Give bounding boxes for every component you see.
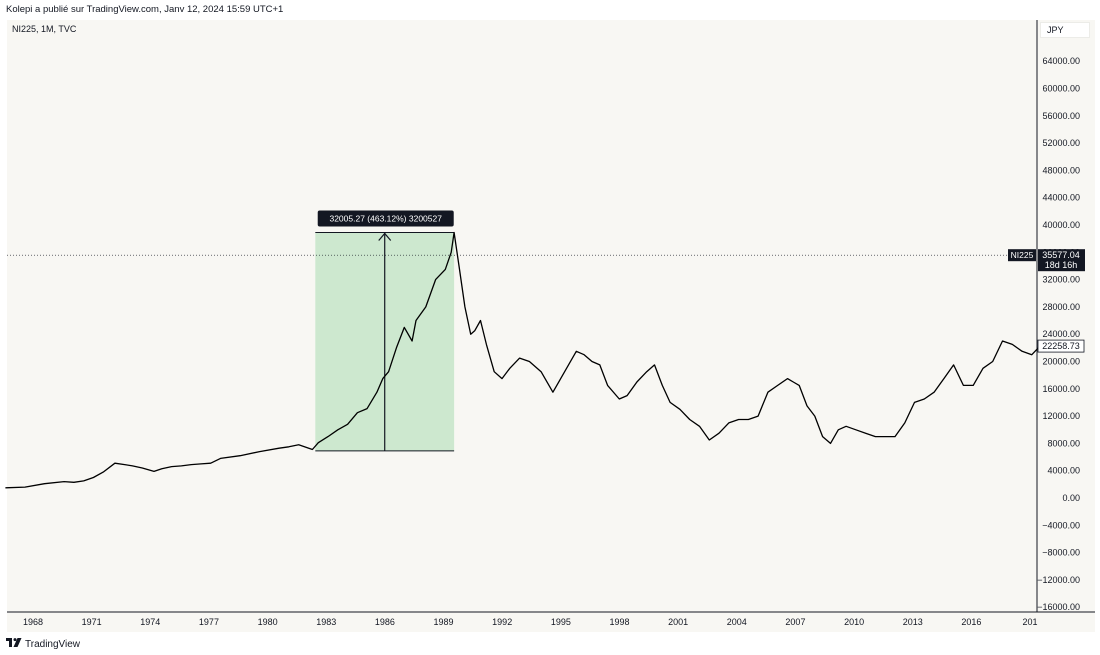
x-tick-label: 1995 <box>551 617 571 627</box>
x-tick-label: 2001 <box>668 617 688 627</box>
y-tick-label: 24000.00 <box>1042 329 1080 339</box>
y-tick-label: 20000.00 <box>1042 357 1080 367</box>
x-tick-label: 1986 <box>375 617 395 627</box>
y-tick-label: 48000.00 <box>1042 165 1080 175</box>
x-tick-label: 201 <box>1023 617 1038 627</box>
y-tick-label: 16000.00 <box>1042 384 1080 394</box>
y-tick-label: −16000.00 <box>1037 602 1080 612</box>
y-tick-label: −4000.00 <box>1042 520 1080 530</box>
x-tick-label: 1983 <box>316 617 336 627</box>
x-tick-label: 1998 <box>609 617 629 627</box>
chart-area[interactable] <box>7 20 1095 632</box>
current-price-countdown: 18d 16h <box>1045 260 1078 270</box>
currency-button[interactable]: JPY <box>1040 22 1090 38</box>
current-price-label-bg <box>1038 249 1085 272</box>
y-tick-label: 40000.00 <box>1042 220 1080 230</box>
x-tick-label: 2004 <box>727 617 747 627</box>
price-range-arrow-head <box>378 232 392 241</box>
current-price-value: 35577.04 <box>1042 250 1080 260</box>
x-tick-label: 2007 <box>785 617 805 627</box>
x-tick-label: 1968 <box>23 617 43 627</box>
y-tick-label: 0.00 <box>1062 493 1080 503</box>
y-tick-label: 32000.00 <box>1042 275 1080 285</box>
y-tick-label: 44000.00 <box>1042 193 1080 203</box>
x-tick-label: 1971 <box>82 617 102 627</box>
symbol-tag: NI225 <box>1011 250 1034 260</box>
price-range-label: 32005.27 (463.12%) 3200527 <box>329 213 442 223</box>
last-value-label: 22258.73 <box>1042 341 1080 351</box>
y-tick-label: 8000.00 <box>1047 438 1080 448</box>
symbol-legend: NI225, 1M, TVC <box>12 24 77 34</box>
x-tick-label: 2016 <box>961 617 981 627</box>
x-tick-label: 2013 <box>903 617 923 627</box>
y-tick-label: 28000.00 <box>1042 302 1080 312</box>
tradingview-footer: TradingView <box>6 637 80 651</box>
tradingview-brand: TradingView <box>25 638 81 650</box>
y-tick-label: 64000.00 <box>1042 56 1080 66</box>
y-tick-label: 4000.00 <box>1047 466 1080 476</box>
y-tick-label: 12000.00 <box>1042 411 1080 421</box>
y-tick-label: 52000.00 <box>1042 138 1080 148</box>
x-tick-label: 2010 <box>844 617 864 627</box>
symbol-tag-bg <box>1008 249 1036 262</box>
x-tick-label: 1989 <box>434 617 454 627</box>
last-value-label-bg <box>1037 339 1085 353</box>
x-tick-label: 1992 <box>492 617 512 627</box>
y-tick-label: 60000.00 <box>1042 84 1080 94</box>
tradingview-logo-icon <box>6 638 22 650</box>
x-tick-label: 1977 <box>199 617 219 627</box>
publish-info: Kolepi a publié sur TradingView.com, Jan… <box>6 4 284 15</box>
price-series-line <box>5 231 1046 489</box>
y-tick-label: −12000.00 <box>1037 575 1080 585</box>
y-tick-label: −8000.00 <box>1042 548 1080 558</box>
x-tick-label: 1980 <box>258 617 278 627</box>
y-tick-label: 56000.00 <box>1042 111 1080 121</box>
x-tick-label: 1974 <box>140 617 160 627</box>
price-range-label-bg <box>317 210 454 227</box>
